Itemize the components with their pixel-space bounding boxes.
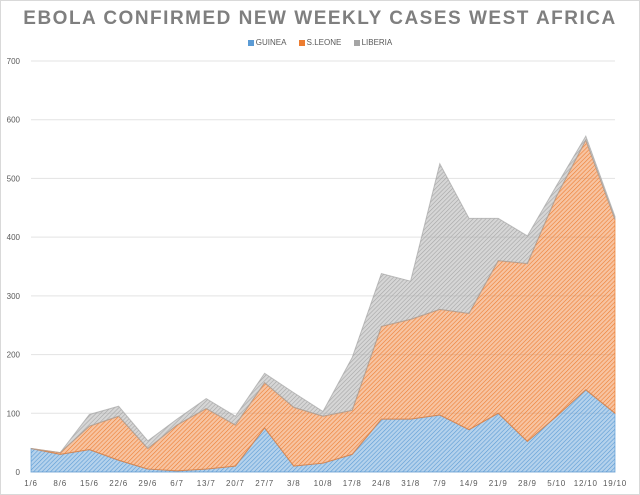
x-tick-label: 15/6	[80, 479, 99, 488]
y-tick-label: 600	[7, 116, 21, 125]
x-tick-label: 31/8	[401, 479, 420, 488]
y-tick-label: 700	[7, 57, 21, 66]
x-tick-label: 3/8	[287, 479, 301, 488]
x-tick-label: 12/10	[574, 479, 598, 488]
x-tick-label: 14/9	[460, 479, 479, 488]
x-tick-label: 6/7	[170, 479, 184, 488]
x-tick-label: 22/6	[109, 479, 128, 488]
legend-swatch-sleone	[298, 39, 305, 46]
x-tick-label: 13/7	[197, 479, 216, 488]
x-tick-label: 10/8	[314, 479, 333, 488]
legend-item-sleone: S.LEONE	[298, 38, 342, 47]
x-tick-label: 17/8	[343, 479, 362, 488]
legend: GUINEA S.LEONE LIBERIA	[0, 38, 640, 47]
y-tick-label: 500	[7, 174, 21, 183]
area-liberia	[30, 134, 616, 454]
x-tick-label: 19/10	[603, 479, 627, 488]
x-tick-label: 8/6	[53, 479, 67, 488]
x-tick-label: 29/6	[138, 479, 157, 488]
y-tick-label: 100	[7, 409, 21, 418]
chart-title: EBOLA CONFIRMED NEW WEEKLY CASES WEST AF…	[23, 8, 617, 29]
x-tick-label: 21/9	[489, 479, 508, 488]
y-tick-label: 200	[7, 351, 21, 360]
y-tick-label: 300	[7, 292, 21, 301]
legend-label: GUINEA	[255, 38, 287, 47]
legend-item-liberia: LIBERIA	[353, 38, 393, 47]
x-tick-label: 28/9	[518, 479, 537, 488]
legend-label: LIBERIA	[361, 38, 393, 47]
x-tick-label: 5/10	[547, 479, 566, 488]
x-tick-label: 7/9	[433, 479, 447, 488]
x-tick-label: 1/6	[24, 479, 38, 488]
area-sleone	[30, 139, 616, 472]
x-tick-label: 27/7	[255, 479, 274, 488]
y-tick-label: 400	[7, 233, 21, 242]
x-tick-label: 20/7	[226, 479, 245, 488]
legend-label: S.LEONE	[306, 38, 342, 47]
legend-swatch-liberia	[353, 39, 360, 46]
y-tick-label: 0	[16, 468, 21, 477]
legend-swatch-guinea	[247, 39, 254, 46]
x-tick-label: 24/8	[372, 479, 391, 488]
legend-item-guinea: GUINEA	[247, 38, 287, 47]
